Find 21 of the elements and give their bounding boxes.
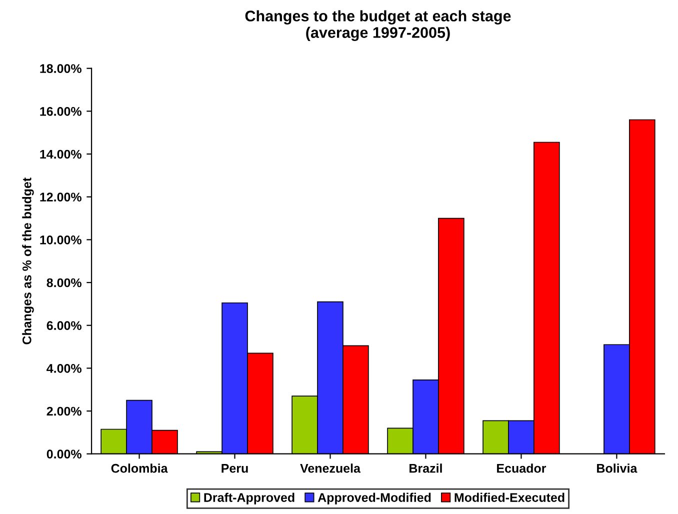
x-tick-label: Bolivia xyxy=(597,464,638,473)
x-tick-label: Venezuela xyxy=(300,464,361,473)
y-tick-label: 14.00% xyxy=(40,150,82,159)
y-tick-label: 12.00% xyxy=(40,192,82,202)
chart-title: Changes to the budget at each stage (average 1997-2005) xyxy=(245,10,511,42)
y-tick-label: 0.00% xyxy=(46,450,82,459)
legend-label: Draft-Approved xyxy=(204,492,294,504)
x-tick-label: Colombia xyxy=(111,464,168,473)
y-tick-label: 18.00% xyxy=(40,64,82,74)
y-tick-label: 10.00% xyxy=(40,235,82,244)
y-tick-label: 6.00% xyxy=(46,321,82,330)
legend-label: Approved-Modified xyxy=(318,492,431,504)
y-tick-label: 8.00% xyxy=(46,278,82,288)
y-tick-label: 4.00% xyxy=(46,364,82,373)
legend-label: Modified-Executed xyxy=(454,492,564,502)
x-tick-label: Peru xyxy=(222,464,248,473)
x-tick-label: Brazil xyxy=(410,464,442,473)
x-tick-label: Ecuador xyxy=(497,464,546,473)
y-tick-label: 2.00% xyxy=(46,406,82,416)
y-tick-label: 16.00% xyxy=(40,106,82,116)
y-axis-title: Changes as % of the budget xyxy=(22,178,34,344)
